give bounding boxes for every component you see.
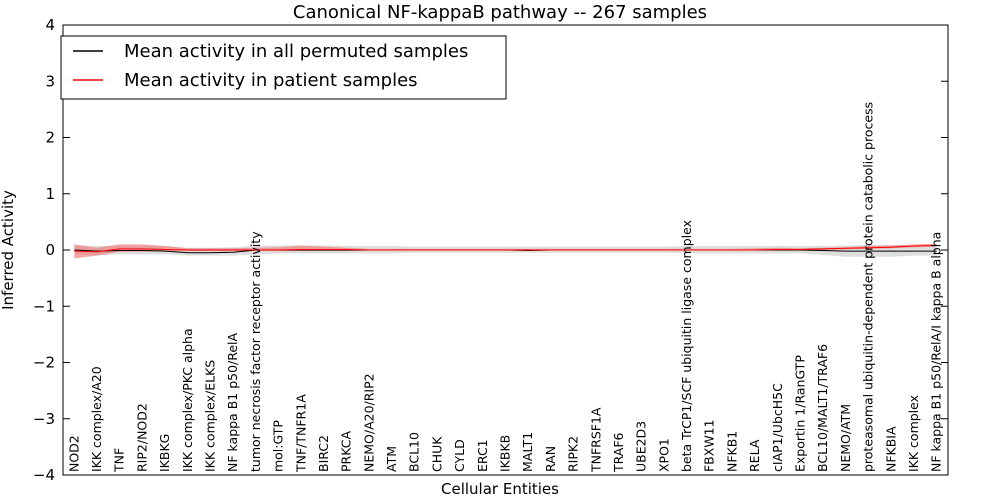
category-label: RIPK2 xyxy=(566,436,581,472)
y-axis-label: Inferred Activity xyxy=(0,190,17,310)
category-label: IKK complex xyxy=(906,395,921,472)
category-label: Exportin 1/RanGTP xyxy=(793,355,808,472)
category-label: NF kappa B1 p50/RelA/I kappa B alpha xyxy=(929,232,944,472)
category-label: beta TrCP1/SCF ubiquitin ligase complex xyxy=(679,220,694,472)
series-line-2 xyxy=(74,245,937,253)
category-label: TNFRSF1A xyxy=(588,407,603,473)
category-label: IKBKG xyxy=(157,434,172,472)
category-label: BCL10/MALT1/TRAF6 xyxy=(815,344,830,472)
confidence-bands xyxy=(74,243,937,259)
category-label: NF kappa B1 p50/RelA xyxy=(225,332,240,472)
category-label: mol:GTP xyxy=(271,420,286,472)
category-label: RELA xyxy=(747,439,762,472)
category-label: TRAF6 xyxy=(611,432,626,473)
category-label: IKBKB xyxy=(498,435,513,472)
series-lines xyxy=(74,245,937,254)
category-label: NOD2 xyxy=(66,435,81,472)
category-label: CYLD xyxy=(452,439,467,472)
confidence-band-series-2 xyxy=(74,243,937,259)
y-tick-label: −4 xyxy=(33,466,55,484)
category-label: UBE2D3 xyxy=(634,421,649,472)
category-label: BIRC2 xyxy=(316,435,331,472)
category-label: XPO1 xyxy=(656,438,671,472)
y-tick-label: 0 xyxy=(45,241,55,259)
x-axis-label: Cellular Entities xyxy=(441,480,559,498)
category-label: ATM xyxy=(384,446,399,472)
category-label: IKK complex/PKC alpha xyxy=(180,328,195,472)
y-tick-label: 2 xyxy=(45,129,55,147)
category-label: RIP2/NOD2 xyxy=(134,403,149,472)
category-label: NFKB1 xyxy=(724,431,739,472)
category-label: IKK complex/A20 xyxy=(89,366,104,472)
y-tick-label: 1 xyxy=(45,185,55,203)
category-label: proteasomal ubiquitin-dependent protein … xyxy=(861,102,876,472)
category-label: CHUK xyxy=(429,436,444,472)
legend-label-2: Mean activity in patient samples xyxy=(124,70,418,91)
legend: Mean activity in all permuted samples Mea… xyxy=(60,35,507,100)
legend-label-1: Mean activity in all permuted samples xyxy=(124,41,468,62)
y-tick-label: −1 xyxy=(33,297,55,315)
category-label: NFKBIA xyxy=(883,426,898,472)
legend-box xyxy=(60,35,507,100)
category-label: TNF xyxy=(112,448,127,473)
category-label: PRKCA xyxy=(339,431,354,472)
category-label: IKK complex/ELKS xyxy=(203,360,218,472)
category-label: ERC1 xyxy=(475,439,490,472)
y-tick-label: −2 xyxy=(33,354,55,372)
category-labels: NOD2 IKK complex/A20 TNF RIP2/NOD2 IKBKG IKK … xyxy=(66,102,943,473)
category-label: BCL10 xyxy=(407,432,422,472)
y-tick-label: 4 xyxy=(45,16,55,34)
category-label: TNF/TNFR1A xyxy=(293,394,308,473)
chart-title: Canonical NF-kappaB pathway -- 267 sampl… xyxy=(293,2,707,23)
category-label: FBXW11 xyxy=(702,419,717,472)
category-label: MALT1 xyxy=(520,432,535,472)
y-tick-label: 3 xyxy=(45,72,55,90)
category-label: tumor necrosis factor receptor activity xyxy=(248,231,263,472)
category-label: NEMO/A20/RIP2 xyxy=(361,373,376,472)
category-label: NEMO/ATM xyxy=(838,404,853,472)
axes: −4 −3 −2 −1 0 1 2 3 4 xyxy=(33,16,949,484)
category-label: RAN xyxy=(543,446,558,472)
category-label: cIAP1/UbcH5C xyxy=(770,383,785,472)
y-tick-label: −3 xyxy=(33,410,55,428)
